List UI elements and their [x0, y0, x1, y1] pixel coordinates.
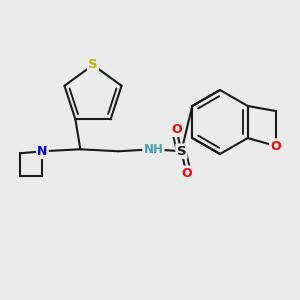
Text: O: O: [270, 140, 281, 152]
Text: S: S: [88, 58, 98, 71]
Text: N: N: [37, 145, 48, 158]
Text: O: O: [171, 123, 182, 136]
Text: S: S: [177, 145, 186, 158]
Text: O: O: [181, 167, 192, 180]
Text: NH: NH: [143, 143, 163, 156]
